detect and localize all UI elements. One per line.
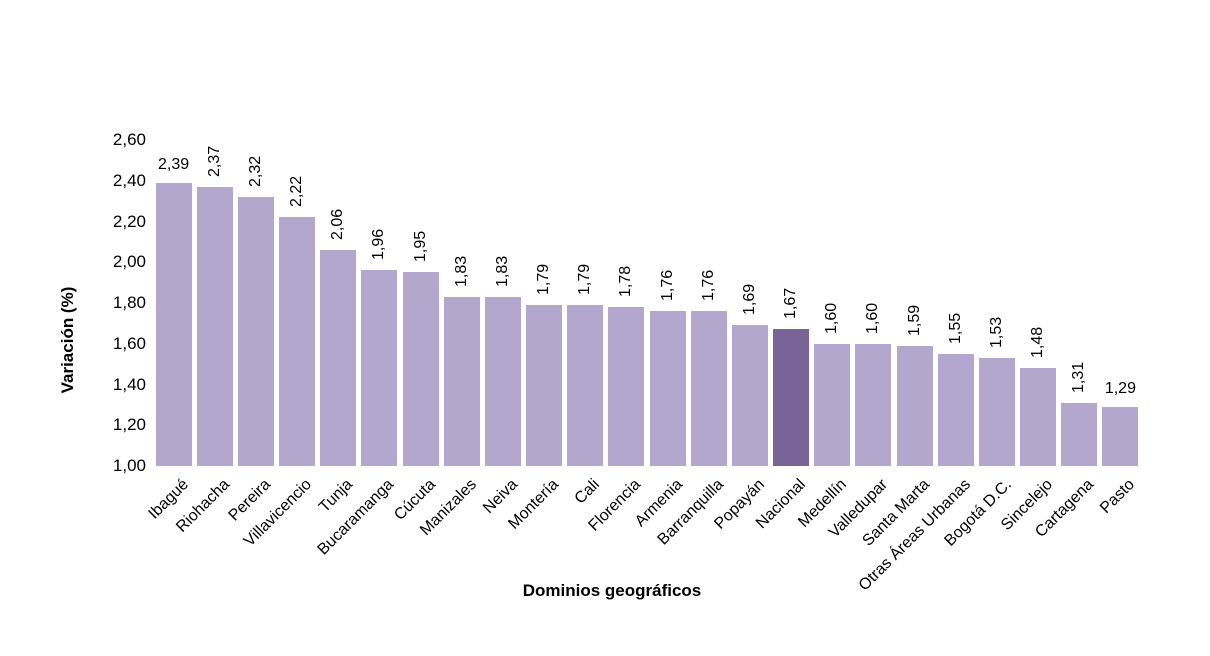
value-label: 1,76: [658, 270, 676, 302]
value-label: 1,76: [699, 270, 717, 302]
bar: [196, 186, 233, 466]
value-label: 2,22: [288, 176, 306, 208]
y-tick-label: 1,60: [112, 333, 146, 353]
value-label: 1,95: [411, 231, 429, 263]
y-tick-label: 1,40: [112, 374, 146, 394]
bar: [690, 311, 727, 466]
bar: [731, 325, 768, 466]
bar: [443, 296, 480, 466]
value-label: 1,78: [617, 265, 635, 298]
bar: [608, 307, 645, 466]
bar: [567, 305, 604, 466]
bar: [320, 250, 357, 466]
value-label: 1,48: [1029, 327, 1047, 359]
bar: [978, 358, 1015, 466]
bar-highlight-nacional: [773, 329, 810, 466]
value-label: 1,69: [740, 284, 758, 316]
value-label: 1,53: [987, 316, 1005, 348]
value-label: 1,83: [452, 255, 470, 287]
value-label: 1,31: [1070, 361, 1088, 393]
bar: [937, 353, 974, 466]
value-label: 1,83: [493, 255, 511, 287]
bar: [649, 311, 686, 466]
value-label: 1,67: [782, 288, 800, 320]
y-axis-title: Variación (%): [58, 286, 77, 394]
value-label: 1,60: [823, 302, 841, 334]
y-tick-label: 1,00: [112, 456, 146, 475]
value-label: 2,39: [158, 155, 190, 173]
value-label: 1,55: [946, 312, 964, 344]
value-label: 1,79: [576, 263, 594, 296]
x-tick-label: Pasto: [1097, 476, 1139, 517]
value-label: 2,06: [329, 208, 347, 241]
value-label: 1,59: [905, 304, 923, 336]
bar: [155, 182, 192, 466]
y-tick-label: 1,20: [112, 415, 146, 435]
value-label: 2,37: [205, 145, 223, 177]
bar: [526, 305, 563, 466]
bar: [237, 197, 274, 466]
value-label: 2,32: [246, 155, 264, 188]
value-label: 1,29: [1104, 379, 1136, 397]
y-tick-label: 2,20: [112, 211, 146, 231]
value-label: 1,60: [864, 302, 882, 334]
bar: [361, 270, 398, 466]
x-tick-label: Bucaramanga: [314, 476, 398, 559]
bar: [896, 345, 933, 466]
bar: [1061, 402, 1098, 466]
bar: [279, 217, 316, 466]
bar: [1020, 368, 1057, 466]
bar: [855, 343, 892, 466]
bar: [402, 272, 439, 466]
x-axis-title: Dominios geográficos: [522, 581, 702, 600]
x-tick-label: Cali: [571, 476, 604, 508]
y-tick-label: 1,80: [112, 293, 146, 312]
bar: [814, 343, 851, 466]
bar: [1102, 406, 1139, 466]
y-tick-label: 2,00: [112, 252, 146, 272]
y-tick-label: 2,40: [112, 170, 146, 190]
y-tick-label: 2,60: [112, 130, 146, 149]
bar: [484, 296, 521, 466]
value-label: 1,79: [535, 263, 553, 296]
value-label: 1,96: [370, 229, 388, 261]
